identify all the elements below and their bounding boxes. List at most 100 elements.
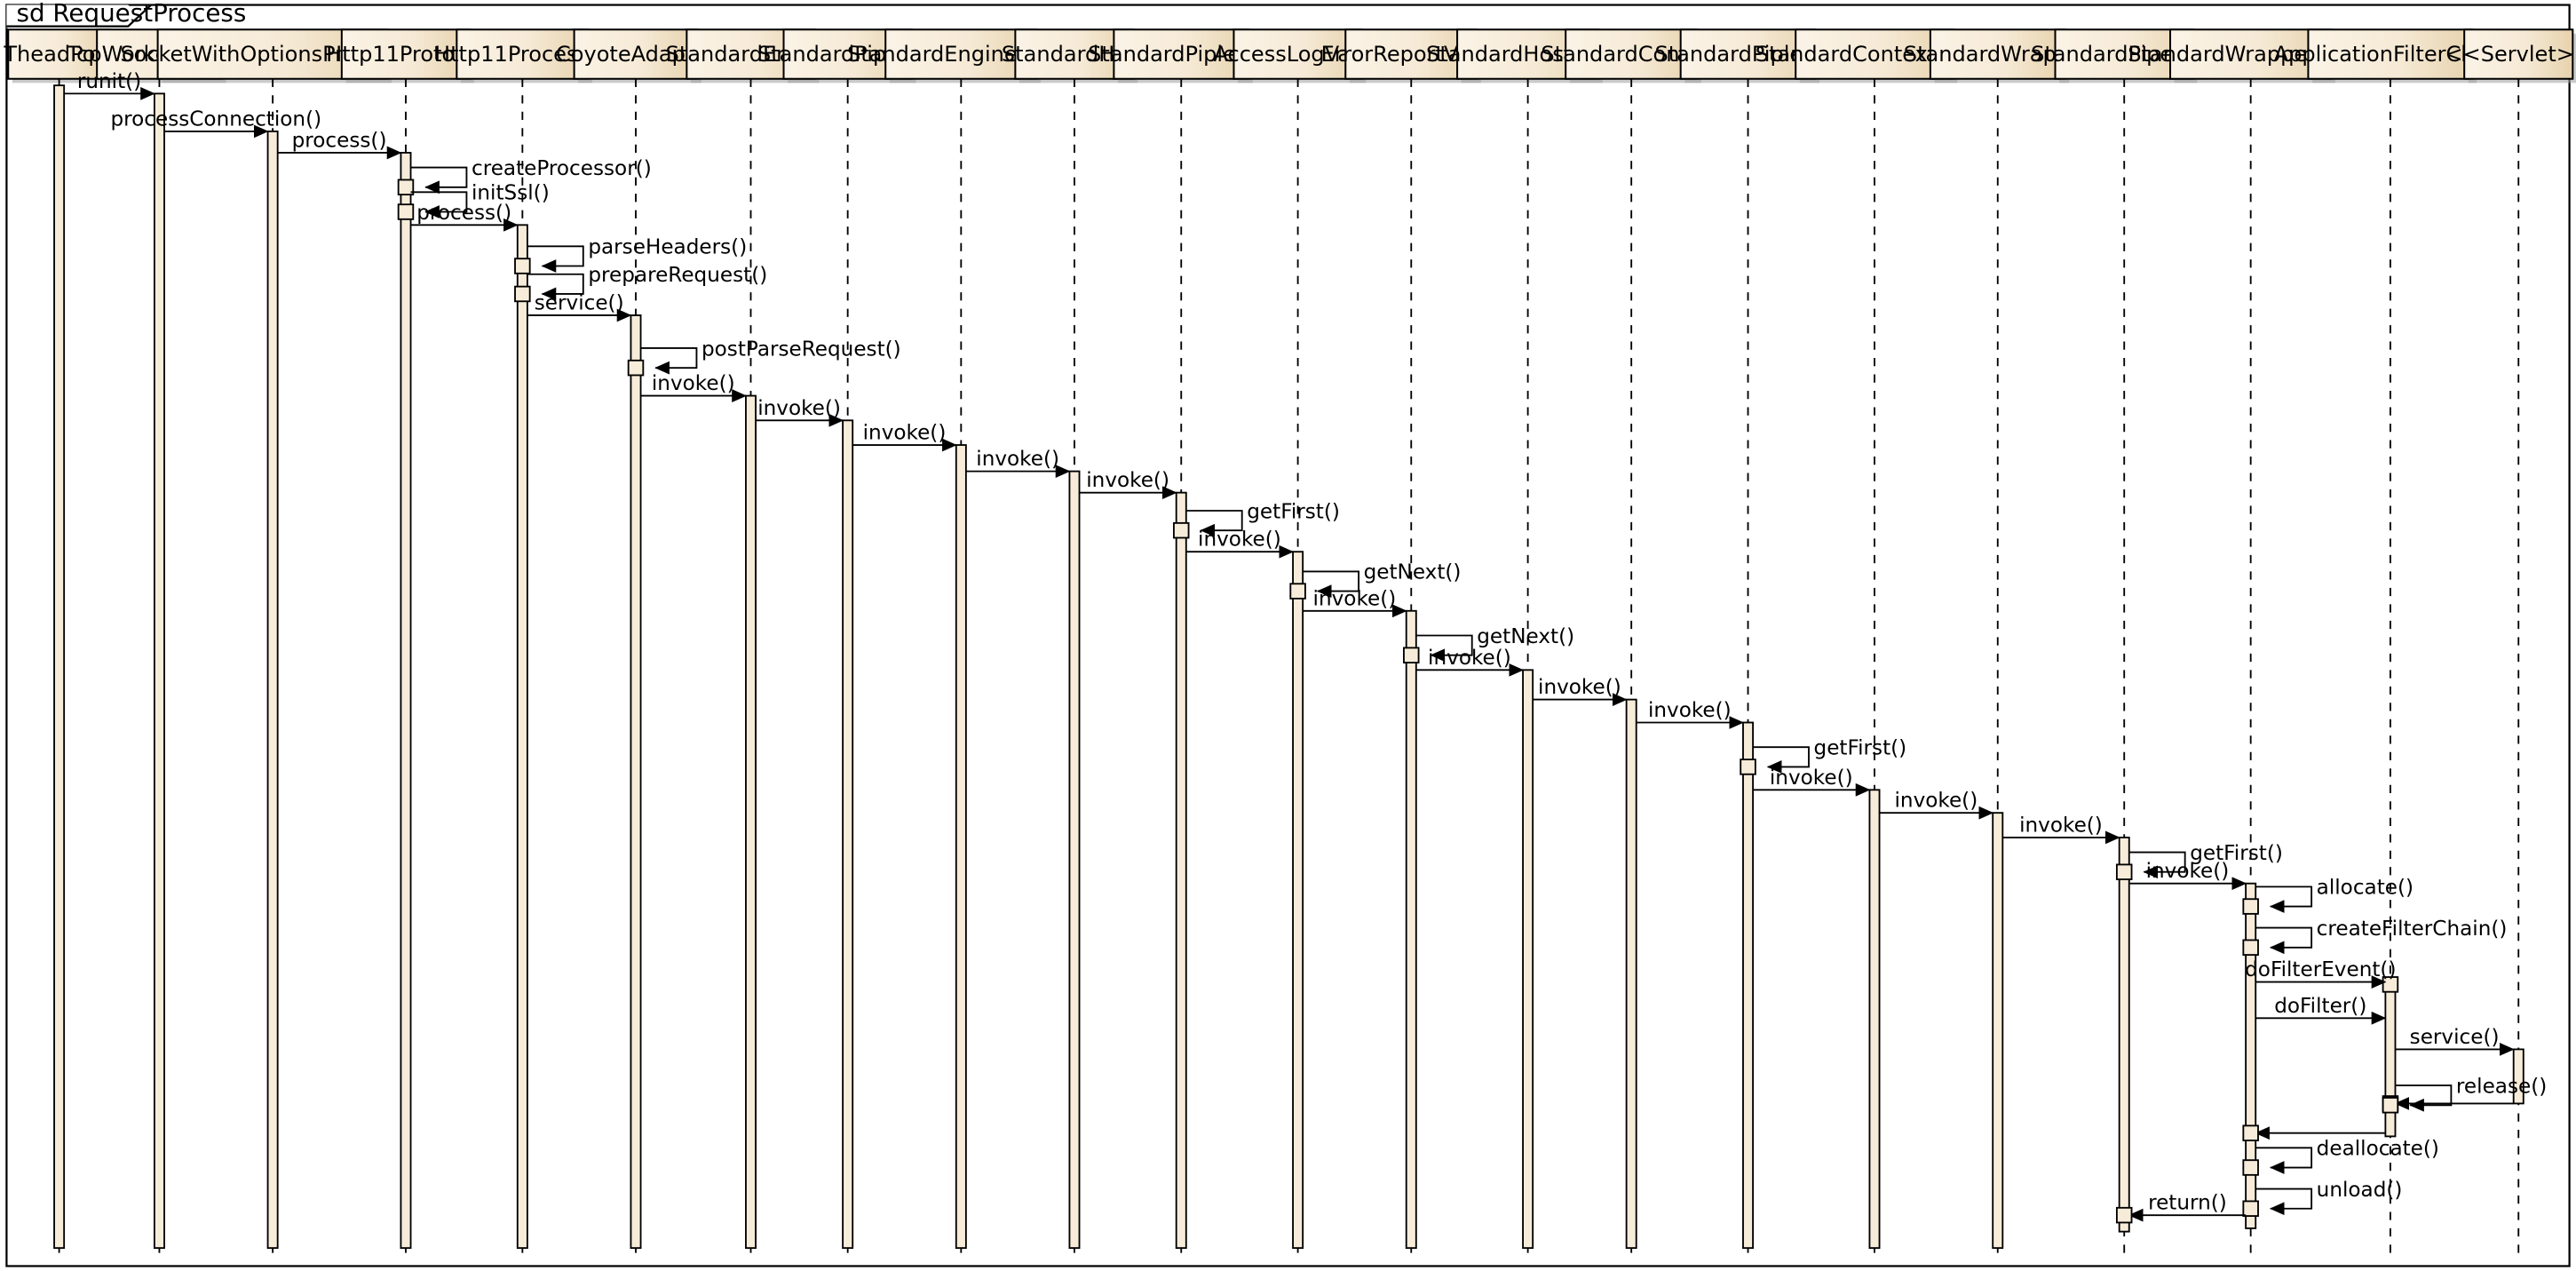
message-5[interactable]: process()	[410, 202, 519, 232]
message-14[interactable]: invoke()	[1079, 469, 1177, 500]
message-18[interactable]: invoke()	[1303, 587, 1407, 618]
message-28[interactable]: invoke()	[2128, 860, 2247, 891]
self-message-arrow	[527, 245, 584, 273]
activation-stdwrappervalve	[2245, 882, 2257, 1229]
message-2[interactable]: process()	[277, 129, 402, 160]
message-label: invoke()	[1538, 676, 1621, 699]
message-36[interactable]	[2242, 1124, 2386, 1141]
message-10[interactable]: invoke()	[640, 372, 747, 402]
self-activation-stub	[1740, 759, 1756, 775]
message-23[interactable]: getFirst()	[1740, 737, 1906, 775]
message-label: invoke()	[1313, 587, 1397, 610]
message-label: getFirst()	[2190, 842, 2283, 865]
message-7[interactable]: prepareRequest()	[514, 264, 767, 303]
message-34[interactable]	[2382, 1095, 2514, 1112]
message-22[interactable]: invoke()	[1636, 699, 1744, 729]
lifeline-label: <<Servlet>>	[2445, 42, 2576, 67]
activation-http11protocol	[400, 152, 412, 1250]
message-38[interactable]: unload()	[2242, 1179, 2402, 1217]
activation-bar	[1992, 812, 2004, 1250]
activation-bar	[2118, 836, 2130, 1233]
activation-stdpipeline4	[2118, 836, 2130, 1233]
activation-socketopts	[266, 130, 279, 1250]
lifeline-stdpipleline2[interactable]: StandardPipleline	[1088, 28, 1274, 1259]
message-31[interactable]: doFilterEvent()	[2245, 958, 2396, 989]
message-33[interactable]: service()	[2395, 1026, 2515, 1056]
activation-bar	[153, 92, 165, 1250]
message-13[interactable]: invoke()	[965, 448, 1071, 479]
lifeline-head-box[interactable]	[884, 28, 1038, 80]
message-30[interactable]: createFilterChain()	[2242, 918, 2508, 957]
message-8[interactable]: service()	[527, 292, 632, 322]
message-label: process()	[416, 202, 511, 225]
message-label: deallocate()	[2317, 1138, 2439, 1161]
message-1[interactable]: processConnection()	[110, 107, 321, 139]
message-17[interactable]: getNext()	[1289, 561, 1461, 600]
message-39[interactable]: return()	[2115, 1192, 2247, 1224]
lifeline-head-box[interactable]	[2169, 28, 2333, 80]
message-label: processConnection()	[110, 107, 321, 131]
lifeline-label: TheadPool	[3, 42, 114, 67]
self-message-arrow	[410, 191, 468, 218]
lifeline-http11processor[interactable]: Http11Processor	[434, 28, 611, 1259]
message-21[interactable]: invoke()	[1533, 676, 1628, 706]
activation-bar	[1068, 470, 1081, 1250]
message-label: createFilterChain()	[2317, 918, 2508, 941]
lifeline-servlet[interactable]: <<Servlet>>	[2445, 28, 2576, 1259]
message-11[interactable]: invoke()	[756, 397, 844, 427]
lifeline-head-box[interactable]	[1565, 28, 1699, 80]
message-label: service()	[2410, 1026, 2500, 1049]
activation-bar	[2245, 882, 2257, 1229]
message-29[interactable]: allocate()	[2242, 877, 2414, 915]
message-label: invoke()	[1086, 469, 1169, 492]
messages-layer: runit()processConnection()process()creat…	[64, 70, 2548, 1224]
message-label: allocate()	[2317, 877, 2414, 900]
message-label: parseHeaders()	[588, 236, 747, 259]
activation-stdwrapper	[1992, 812, 2004, 1250]
lifeline-head-box[interactable]	[1113, 28, 1250, 80]
message-label: runit()	[77, 70, 141, 93]
activation-bar	[2512, 1048, 2524, 1105]
message-16[interactable]: invoke()	[1185, 528, 1294, 559]
message-32[interactable]: doFilter()	[2255, 995, 2387, 1025]
message-20[interactable]: invoke()	[1415, 647, 1524, 677]
self-activation-stub	[2115, 863, 2133, 880]
message-9[interactable]: postParseRequest()	[627, 338, 901, 377]
activation-bar	[1175, 491, 1187, 1250]
activation-servlet	[2512, 1048, 2524, 1105]
message-19[interactable]: getNext()	[1403, 625, 1574, 663]
lifeline-head-box[interactable]	[1795, 28, 1954, 80]
message-label: doFilterEvent()	[2245, 958, 2396, 981]
message-3[interactable]: createProcessor()	[397, 157, 652, 196]
activation-tcpworker	[153, 92, 165, 1250]
message-label: createProcessor()	[472, 157, 652, 180]
lifeline-head-box[interactable]	[456, 28, 590, 80]
activation-stdenginevalve	[955, 444, 967, 1250]
message-label: process()	[292, 129, 387, 152]
message-37[interactable]: deallocate()	[2242, 1138, 2439, 1176]
message-label: getNext()	[1477, 625, 1574, 648]
message-6[interactable]: parseHeaders()	[514, 236, 747, 274]
self-message-arrow	[2255, 886, 2313, 913]
message-label: prepareRequest()	[588, 264, 767, 287]
message-25[interactable]: invoke()	[1879, 790, 1994, 820]
lifeline-head-box[interactable]	[2463, 28, 2574, 80]
self-activation-stub	[2242, 898, 2259, 915]
activation-bar	[1292, 551, 1304, 1250]
lifeline-head-box[interactable]	[340, 28, 472, 80]
lifeline-head-box[interactable]	[1344, 28, 1478, 80]
message-24[interactable]: invoke()	[1753, 767, 1871, 797]
self-activation-stub	[1403, 647, 1420, 663]
message-4[interactable]: initSsl()	[397, 182, 550, 220]
self-activation-stub	[397, 179, 415, 196]
message-26[interactable]: invoke()	[2002, 814, 2120, 845]
self-message-arrow	[2128, 851, 2186, 879]
lifeline-head-box[interactable]	[1233, 28, 1363, 80]
message-12[interactable]: invoke()	[852, 422, 957, 452]
self-message-arrow	[410, 166, 468, 195]
message-35[interactable]: release()	[2382, 1075, 2548, 1114]
lifeline-head-box[interactable]	[7, 28, 111, 80]
message-15[interactable]: getFirst()	[1172, 500, 1340, 539]
message-27[interactable]: getFirst()	[2115, 842, 2283, 880]
message-0[interactable]: runit()	[64, 70, 155, 100]
